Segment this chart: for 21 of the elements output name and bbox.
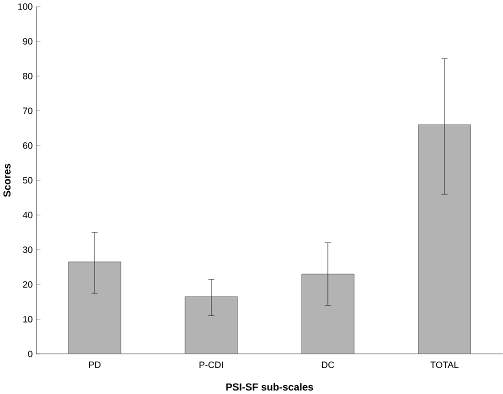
y-tick-label: 60 bbox=[23, 142, 32, 149]
y-tick-label: 70 bbox=[23, 108, 32, 114]
y-axis-title: Scores bbox=[3, 164, 11, 197]
y-tick-label: 100 bbox=[18, 3, 32, 10]
y-tick-label: 30 bbox=[22, 246, 32, 253]
bar bbox=[184, 296, 238, 354]
bar bbox=[301, 274, 354, 354]
y-tick-label: 80 bbox=[23, 72, 32, 80]
y-tick-label: 50 bbox=[22, 177, 32, 184]
x-tick-label: DC bbox=[322, 362, 334, 368]
y-tick-label: 0 bbox=[28, 350, 32, 358]
bar bbox=[68, 262, 122, 354]
y-tick-label: 10 bbox=[23, 316, 32, 322]
y-tick-label: 20 bbox=[23, 281, 32, 288]
x-axis-title: PSI-SF sub-scales bbox=[226, 383, 314, 391]
y-tick-label: 40 bbox=[22, 212, 32, 218]
y-tick-label: 90 bbox=[23, 38, 32, 45]
bar bbox=[418, 124, 471, 354]
x-tick-label: P-CDI bbox=[200, 362, 223, 368]
x-tick-label: TOTAL bbox=[430, 362, 458, 368]
x-tick-label: PD bbox=[89, 362, 101, 368]
